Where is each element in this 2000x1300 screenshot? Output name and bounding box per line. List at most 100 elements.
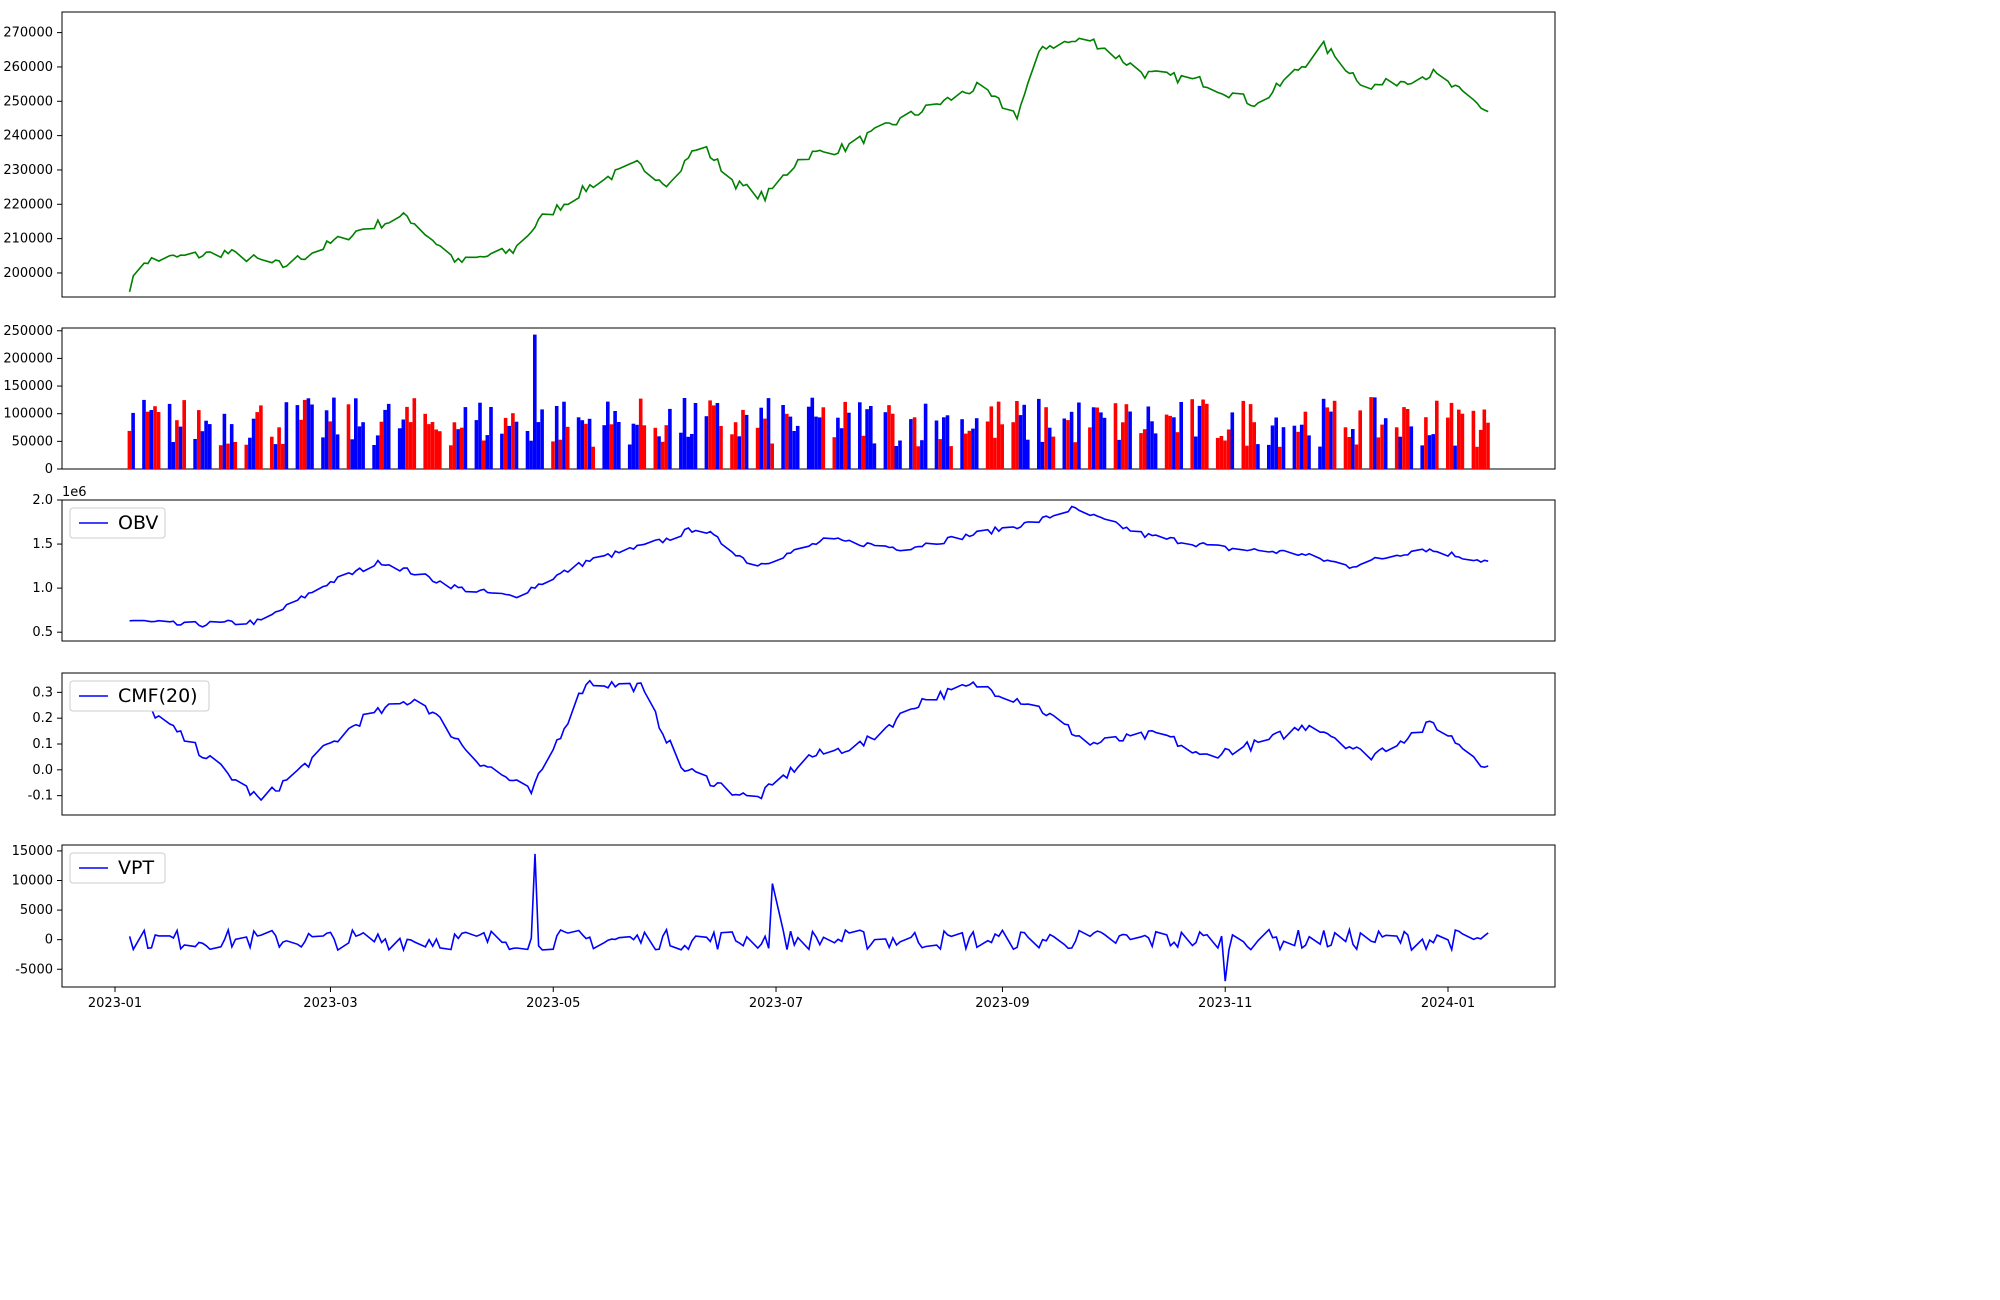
volume-bar: [865, 409, 869, 469]
volume-bar: [554, 406, 559, 469]
volume-bar: [576, 417, 581, 469]
volume-bar: [277, 427, 281, 469]
volume-bar: [806, 406, 811, 469]
volume-bar: [248, 437, 252, 469]
legend-label: VPT: [118, 857, 154, 879]
volume-bar: [916, 446, 921, 469]
volume-bar: [1303, 411, 1308, 469]
cmf-y-axis: -0.1 0.0 0.1 0.2 0.3: [28, 685, 62, 804]
volume-bar: [1018, 415, 1023, 469]
volume-bar: [200, 431, 205, 469]
volume-bar: [591, 446, 595, 469]
volume-bar: [386, 403, 391, 469]
cmf-legend: CMF(20): [69, 680, 210, 712]
volume-bar: [321, 437, 325, 469]
volume-bar: [638, 398, 643, 469]
volume-bar: [438, 431, 442, 469]
volume-bar: [412, 398, 417, 469]
y-tick-label: 200000: [3, 351, 53, 366]
volume-bar: [1274, 417, 1278, 469]
obv-legend: OBV: [69, 507, 166, 539]
vpt-panel-frame: [61, 844, 1556, 988]
volume-bar: [923, 403, 928, 469]
volume-bar: [733, 422, 738, 469]
volume-bar: [792, 431, 796, 469]
volume-bar: [1113, 403, 1118, 469]
volume-bar: [485, 435, 490, 469]
volume-bar: [324, 410, 329, 469]
volume-bar: [814, 416, 818, 469]
volume-bar: [284, 402, 289, 469]
volume-bar: [507, 425, 511, 469]
volume-bar: [1267, 444, 1271, 469]
volume-bar: [1088, 427, 1092, 469]
volume-bar: [408, 422, 413, 469]
volume-bar: [354, 398, 358, 469]
volume-bar: [1000, 424, 1004, 469]
y-tick-label: 200000: [3, 266, 53, 281]
volume-bar: [379, 421, 384, 469]
volume-bar: [310, 404, 314, 469]
volume-bar: [270, 436, 274, 469]
volume-bar: [204, 420, 208, 469]
volume-bar: [540, 409, 544, 469]
volume-bar: [938, 439, 942, 469]
volume-bar: [843, 401, 847, 469]
volume-bar: [788, 416, 793, 469]
volume-bar: [657, 436, 661, 469]
volume-bar: [1215, 437, 1220, 469]
y-tick-label: 0: [45, 462, 53, 477]
volume-bar: [1069, 411, 1074, 469]
volume-bar: [887, 405, 891, 469]
y-tick-label: 1.0: [32, 581, 53, 596]
volume-bar: [511, 413, 515, 469]
volume-bar: [565, 426, 570, 469]
y-tick-label: 250000: [3, 94, 53, 109]
volume-bar: [693, 403, 698, 469]
volume-bar: [1486, 422, 1490, 469]
y-tick-label: 0.1: [32, 737, 53, 752]
volume-bar: [1449, 402, 1454, 469]
volume-bar: [1015, 401, 1019, 469]
volume-bar: [463, 407, 468, 469]
volume-bar: [890, 413, 895, 469]
price-panel-frame: [61, 11, 1556, 298]
legend-box: [69, 507, 166, 539]
obv-y-axis: 0.5 1.0 1.5 2.0: [32, 493, 62, 640]
volume-bar: [1066, 420, 1070, 469]
volume-bar: [1091, 407, 1096, 469]
volume-bar: [1037, 398, 1041, 469]
volume-bar: [1095, 407, 1099, 469]
volume-bar: [1376, 437, 1381, 469]
volume-bar: [664, 425, 669, 469]
y-tick-label: 0.3: [32, 685, 53, 700]
volume-bar: [1394, 427, 1399, 469]
volume-bar: [686, 436, 690, 469]
volume-bar: [741, 409, 745, 469]
volume-bar: [299, 419, 303, 469]
volume-bar: [229, 424, 234, 469]
volume-bar: [529, 440, 533, 469]
volume-bar: [708, 400, 712, 469]
y-tick-label: 150000: [3, 379, 53, 394]
volume-bar: [1347, 437, 1351, 469]
volume-bar: [478, 402, 482, 469]
volume-bar: [145, 411, 150, 469]
volume-bar: [1402, 407, 1406, 469]
volume-bar: [894, 446, 899, 469]
volume-bar: [1139, 433, 1143, 469]
volume-bar: [1062, 418, 1067, 469]
volume-bar: [562, 401, 566, 469]
volume-bar: [167, 403, 172, 469]
y-tick-label: 250000: [3, 324, 53, 339]
volume-bar: [1424, 417, 1428, 469]
x-tick-label: 2023-11: [1198, 996, 1252, 1011]
obv-scale-label: 1e6: [62, 485, 87, 500]
volume-bar: [1457, 409, 1461, 469]
y-tick-label: 15000: [12, 844, 53, 859]
volume-bar: [609, 424, 614, 469]
volume-bar: [631, 423, 636, 469]
x-tick-label: 2023-05: [526, 996, 580, 1011]
volume-bars: [127, 334, 1490, 469]
volume-bar: [1278, 446, 1282, 469]
